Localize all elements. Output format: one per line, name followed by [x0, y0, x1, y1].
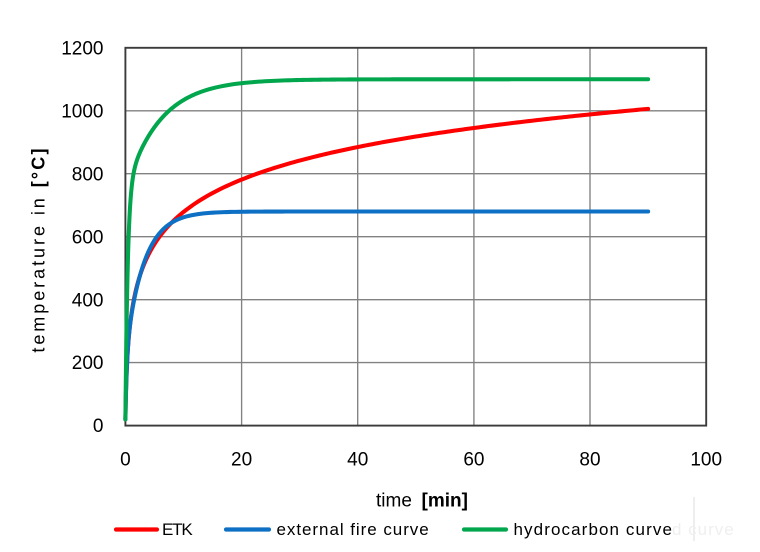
svg-text:[min]: [min]: [422, 491, 468, 512]
svg-text:time: time: [376, 491, 412, 512]
svg-text:800: 800: [72, 164, 104, 185]
svg-text:1000: 1000: [61, 101, 103, 122]
svg-text:temperature in [°C]: temperature in [°C]: [29, 146, 49, 352]
svg-text:external fire curve: external fire curve: [277, 520, 430, 539]
svg-text:ETK: ETK: [162, 520, 193, 539]
svg-text:1200: 1200: [61, 38, 103, 59]
svg-text:0: 0: [120, 450, 131, 471]
svg-text:400: 400: [72, 290, 104, 311]
svg-text:d curve: d curve: [672, 520, 735, 539]
svg-text:hydrocarbon curve: hydrocarbon curve: [514, 520, 674, 539]
svg-text:60: 60: [463, 450, 484, 471]
svg-text:20: 20: [231, 450, 252, 471]
svg-text:200: 200: [72, 353, 104, 374]
svg-text:600: 600: [72, 227, 104, 248]
svg-text:100: 100: [690, 450, 722, 471]
svg-text:80: 80: [579, 450, 600, 471]
svg-text:0: 0: [93, 416, 104, 437]
svg-text:40: 40: [347, 450, 368, 471]
